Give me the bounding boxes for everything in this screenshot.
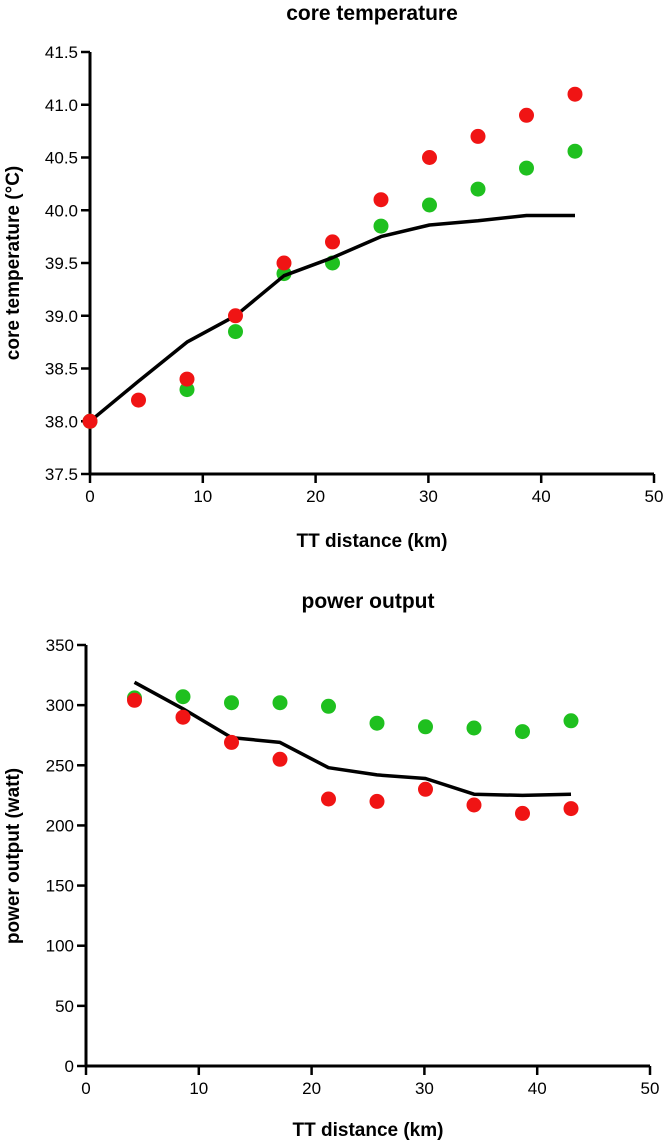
green-data-point [228,324,243,340]
x-tick-label: 40 [532,487,551,506]
green-data-point [470,181,486,197]
red-data-point [466,797,482,813]
red-data-point [369,793,385,809]
x-tick-label: 30 [419,487,438,506]
red-data-point [373,192,389,208]
green-data-point [179,382,195,398]
red-data-point [82,413,98,429]
red-data-point [418,781,433,797]
x-tick-label: 50 [641,1079,660,1098]
green-data-point [515,724,530,740]
red-data-point [321,791,336,807]
model-series-line [88,213,575,423]
y-tick-label: 150 [46,877,74,896]
y-tick-label: 100 [46,937,74,956]
red-data-point [175,709,191,725]
x-tick-label: 0 [81,1079,90,1098]
red-data-point [470,128,486,144]
green-data-point [175,689,191,705]
y-tick-label: 38.5 [45,360,78,379]
core-temperature-chart: core temperature TT distance (km) core t… [3,2,663,552]
green-data-point [321,698,336,714]
red-data-point [567,86,583,102]
green-data-point [466,720,482,736]
red-data-point [131,392,146,408]
y-tick-label: 41.0 [45,96,78,115]
y-axis-label: power output (watt) [3,768,24,944]
x-tick-label: 10 [189,1079,208,1098]
red-data-point [563,801,579,817]
y-tick-label: 40.0 [45,201,78,220]
red-data-point [422,150,437,165]
green-data-point [224,695,239,711]
y-axis-label: core temperature (°C) [3,166,24,360]
mark-layer [127,680,579,821]
y-tick-label: 50 [55,997,74,1016]
y-tick-label: 300 [46,696,74,715]
green-data-point [369,715,385,731]
red-data-point [224,734,239,750]
y-tick-label: 0 [65,1057,74,1076]
mark-layer [82,86,583,429]
red-data-point [325,234,340,250]
y-tick-label: 200 [46,816,74,835]
green-data-point [567,143,583,159]
x-tick-label: 50 [645,487,664,506]
chart-title: power output [302,590,435,613]
y-tick-label: 40.5 [45,149,78,168]
red-data-point [515,805,530,821]
x-axis-label: TT distance (km) [293,1120,444,1141]
tick-layer: 37.5 38.0 38.5 39.0 39.5 40.0 40.5 41.0 41.5 0 10 2… [45,43,664,506]
x-axis-label: TT distance (km) [297,531,448,552]
chart-title: core temperature [286,2,458,25]
tick-layer: 0 50 100 150 200 250 300 350 0 10 20 30 40 50 [46,636,660,1098]
x-tick-label: 20 [302,1079,321,1098]
red-data-point [127,692,142,708]
x-tick-label: 10 [193,487,212,506]
red-data-point [228,308,243,324]
y-tick-label: 250 [46,756,74,775]
green-data-point [272,695,288,711]
green-data-point [563,713,579,729]
x-tick-label: 40 [528,1079,547,1098]
red-data-point [179,371,195,387]
x-tick-label: 20 [306,487,325,506]
model-series-line [133,680,572,798]
x-tick-label: 0 [85,487,94,506]
y-tick-label: 37.5 [45,465,78,484]
power-output-chart: power output TT distance (km) power outp… [3,590,659,1141]
y-tick-label: 350 [46,636,74,655]
y-tick-label: 38.0 [45,412,78,431]
green-data-point [418,719,433,735]
y-tick-label: 41.5 [45,43,78,62]
green-data-point [422,197,437,213]
green-data-point [373,218,389,234]
y-tick-label: 39.5 [45,254,78,273]
red-data-point [519,107,534,123]
y-tick-label: 39.0 [45,307,78,326]
green-data-point [519,160,534,176]
red-data-point [272,751,288,767]
red-data-point [276,255,292,271]
x-tick-label: 30 [415,1079,434,1098]
